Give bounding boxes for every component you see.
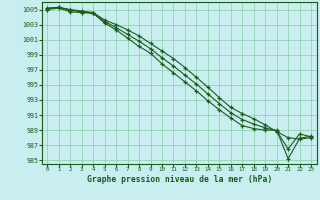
X-axis label: Graphe pression niveau de la mer (hPa): Graphe pression niveau de la mer (hPa) — [87, 175, 272, 184]
